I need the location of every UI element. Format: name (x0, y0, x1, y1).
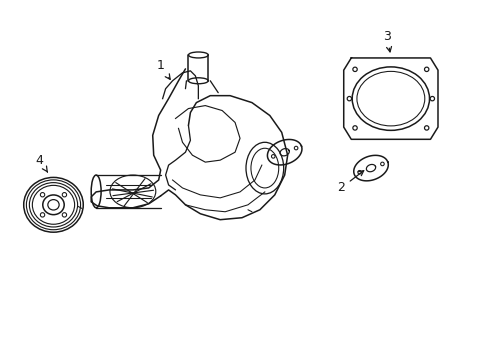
Text: 3: 3 (382, 30, 391, 52)
Text: 4: 4 (36, 154, 47, 172)
Text: 2: 2 (337, 171, 363, 194)
Text: 1: 1 (156, 59, 170, 79)
